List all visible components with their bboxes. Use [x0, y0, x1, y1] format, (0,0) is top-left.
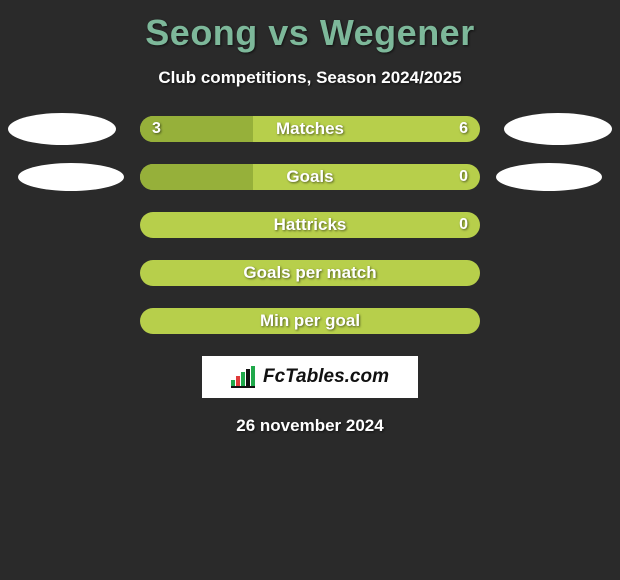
stat-bar: Hattricks0: [140, 212, 480, 238]
stat-bar: Matches3 6: [140, 116, 480, 142]
stat-bar: Min per goal: [140, 308, 480, 334]
stat-row: Min per goal: [0, 308, 620, 334]
stat-value-left: 3: [152, 116, 161, 142]
player-left-marker: [8, 113, 116, 145]
logo-box: FcTables.com: [202, 356, 418, 398]
stat-bar: Goals per match: [140, 260, 480, 286]
subtitle: Club competitions, Season 2024/2025: [0, 68, 620, 88]
stat-row: Hattricks0: [0, 212, 620, 238]
stat-value-right: 0: [459, 164, 468, 190]
player-right-marker: [496, 163, 602, 191]
stat-row: Goals per match: [0, 260, 620, 286]
stats-icon: [231, 366, 257, 388]
stat-label: Goals per match: [140, 260, 480, 286]
logo-text: FcTables.com: [263, 366, 389, 388]
player-left-marker: [18, 163, 124, 191]
stat-value-right: 6: [459, 116, 468, 142]
stat-value-right: 0: [459, 212, 468, 238]
page-title: Seong vs Wegener: [0, 0, 620, 54]
stat-bar: Goals0: [140, 164, 480, 190]
player-right-marker: [504, 113, 612, 145]
stat-rows: Matches36Goals0Hattricks0Goals per match…: [0, 116, 620, 334]
stat-label: Hattricks: [140, 212, 480, 238]
date-text: 26 november 2024: [0, 416, 620, 436]
stat-label: Min per goal: [140, 308, 480, 334]
stat-label: Matches: [140, 116, 480, 142]
stat-label: Goals: [140, 164, 480, 190]
stat-row: Matches3 6: [0, 116, 620, 142]
stat-row: Goals0: [0, 164, 620, 190]
